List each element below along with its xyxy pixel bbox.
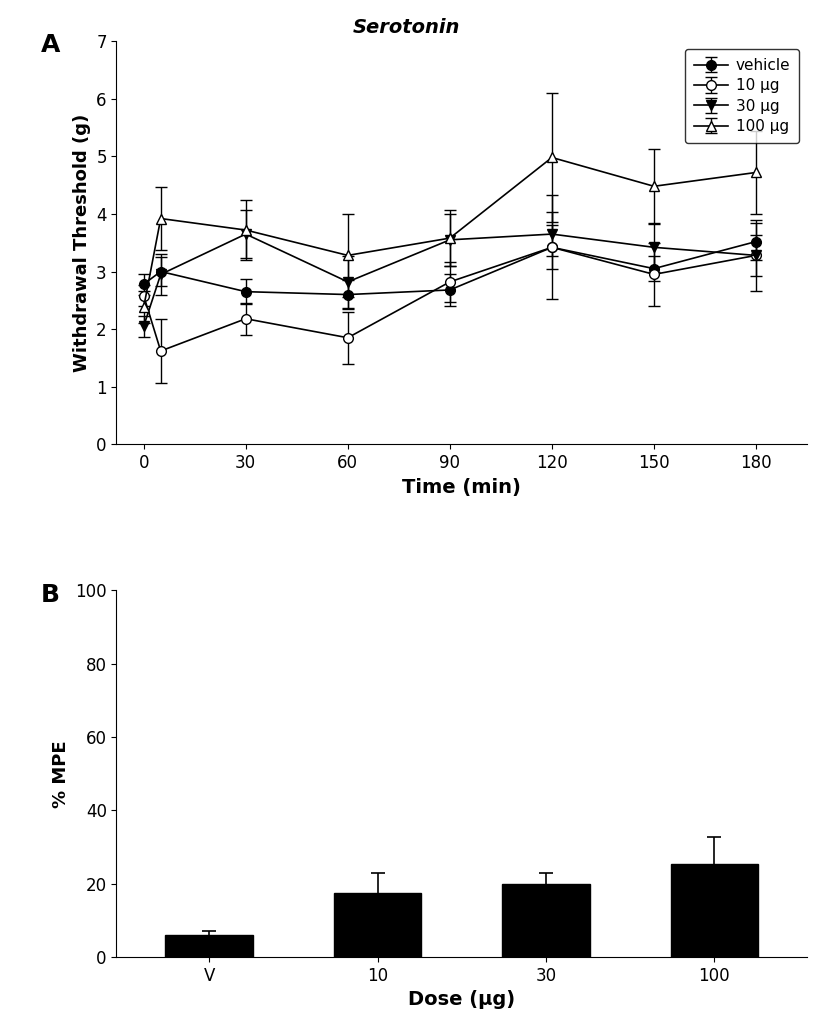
Y-axis label: % MPE: % MPE [52, 740, 70, 808]
Text: A: A [41, 33, 60, 57]
X-axis label: Dose (μg): Dose (μg) [409, 990, 515, 1009]
Y-axis label: Withdrawal Threshold (g): Withdrawal Threshold (g) [72, 113, 91, 371]
Bar [671, 863, 758, 957]
Bar [166, 935, 253, 957]
Bar [503, 884, 590, 957]
Text: Serotonin: Serotonin [353, 19, 460, 37]
Legend: vehicle, 10 μg, 30 μg, 100 μg: vehicle, 10 μg, 30 μg, 100 μg [686, 48, 800, 143]
Text: B: B [41, 583, 60, 607]
Bar [334, 893, 421, 957]
X-axis label: Time (min): Time (min) [403, 477, 521, 497]
